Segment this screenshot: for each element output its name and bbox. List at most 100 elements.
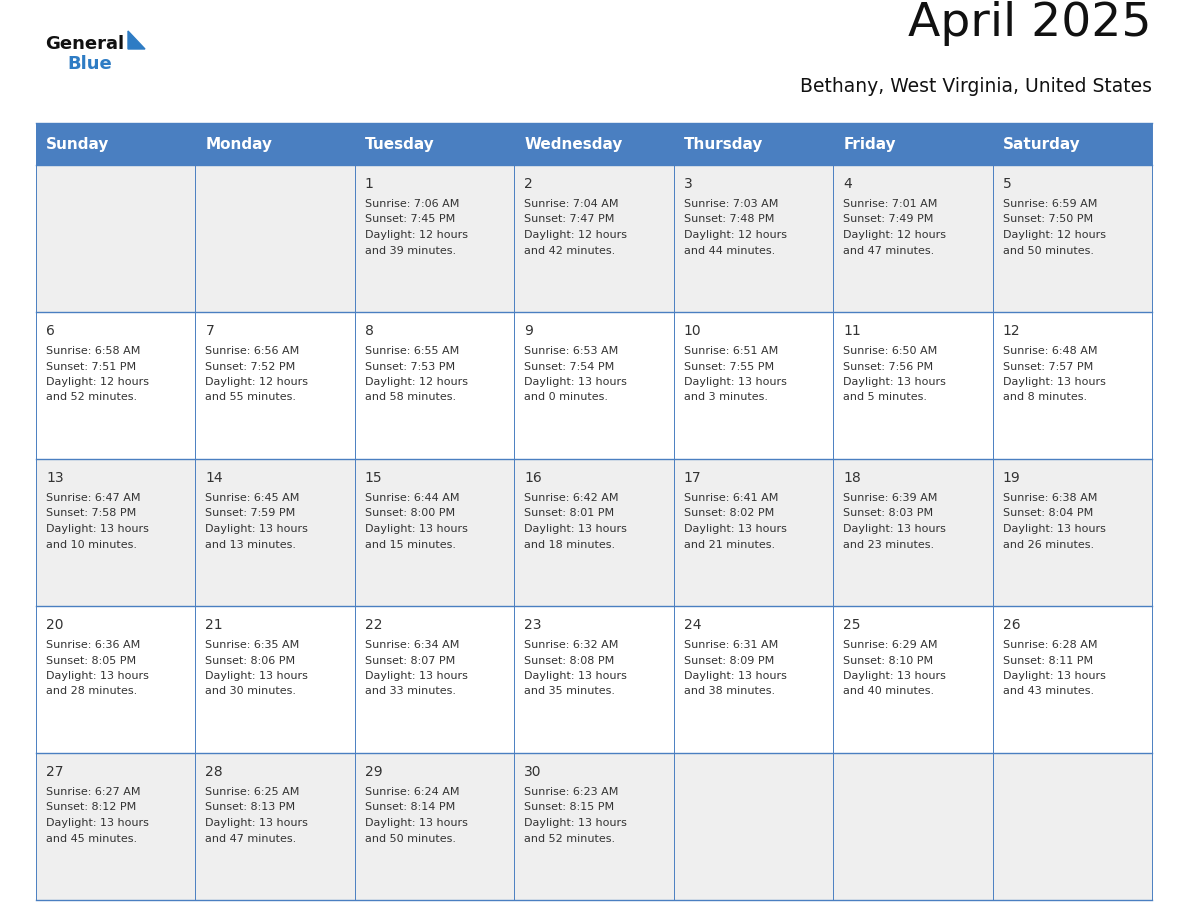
Text: Sunset: 7:45 PM: Sunset: 7:45 PM xyxy=(365,215,455,225)
Text: Sunrise: 6:34 AM: Sunrise: 6:34 AM xyxy=(365,640,460,650)
Text: 9: 9 xyxy=(524,324,533,338)
Text: and 8 minutes.: and 8 minutes. xyxy=(1003,393,1087,402)
Text: Sunrise: 6:23 AM: Sunrise: 6:23 AM xyxy=(524,787,619,797)
Text: and 18 minutes.: and 18 minutes. xyxy=(524,540,615,550)
Text: 26: 26 xyxy=(1003,618,1020,632)
Text: Sunday: Sunday xyxy=(46,137,109,151)
Bar xyxy=(36,165,1152,312)
Text: Blue: Blue xyxy=(67,55,112,73)
Text: Sunrise: 6:36 AM: Sunrise: 6:36 AM xyxy=(46,640,140,650)
Bar xyxy=(36,459,1152,606)
Text: Daylight: 13 hours: Daylight: 13 hours xyxy=(524,524,627,534)
Text: Sunrise: 7:01 AM: Sunrise: 7:01 AM xyxy=(843,199,937,209)
Text: Saturday: Saturday xyxy=(1003,137,1080,151)
Text: Sunrise: 6:48 AM: Sunrise: 6:48 AM xyxy=(1003,346,1097,356)
Text: and 13 minutes.: and 13 minutes. xyxy=(206,540,297,550)
Text: Sunrise: 7:06 AM: Sunrise: 7:06 AM xyxy=(365,199,460,209)
Text: Daylight: 12 hours: Daylight: 12 hours xyxy=(843,230,946,240)
Text: Sunrise: 7:03 AM: Sunrise: 7:03 AM xyxy=(684,199,778,209)
Text: Sunset: 7:58 PM: Sunset: 7:58 PM xyxy=(46,509,137,519)
Text: Sunrise: 6:31 AM: Sunrise: 6:31 AM xyxy=(684,640,778,650)
Text: and 5 minutes.: and 5 minutes. xyxy=(843,393,927,402)
Text: 30: 30 xyxy=(524,765,542,779)
Text: 12: 12 xyxy=(1003,324,1020,338)
Text: and 28 minutes.: and 28 minutes. xyxy=(46,687,138,697)
Text: Sunset: 8:11 PM: Sunset: 8:11 PM xyxy=(1003,655,1093,666)
Text: Sunset: 8:09 PM: Sunset: 8:09 PM xyxy=(684,655,773,666)
Text: Sunset: 7:48 PM: Sunset: 7:48 PM xyxy=(684,215,775,225)
Text: Sunrise: 6:32 AM: Sunrise: 6:32 AM xyxy=(524,640,619,650)
Text: Sunrise: 6:35 AM: Sunrise: 6:35 AM xyxy=(206,640,299,650)
Bar xyxy=(36,312,1152,459)
Text: 27: 27 xyxy=(46,765,63,779)
Text: 13: 13 xyxy=(46,471,64,485)
Text: Sunset: 8:12 PM: Sunset: 8:12 PM xyxy=(46,802,137,812)
Text: 6: 6 xyxy=(46,324,55,338)
Text: Daylight: 13 hours: Daylight: 13 hours xyxy=(1003,377,1106,387)
Text: and 15 minutes.: and 15 minutes. xyxy=(365,540,456,550)
Text: April 2025: April 2025 xyxy=(909,1,1152,46)
Text: and 52 minutes.: and 52 minutes. xyxy=(46,393,137,402)
Text: Sunset: 8:03 PM: Sunset: 8:03 PM xyxy=(843,509,934,519)
Text: and 39 minutes.: and 39 minutes. xyxy=(365,245,456,255)
Text: 15: 15 xyxy=(365,471,383,485)
Text: General: General xyxy=(45,35,124,53)
Text: and 52 minutes.: and 52 minutes. xyxy=(524,834,615,844)
Text: Sunset: 7:47 PM: Sunset: 7:47 PM xyxy=(524,215,614,225)
Text: Daylight: 12 hours: Daylight: 12 hours xyxy=(206,377,309,387)
Text: Daylight: 13 hours: Daylight: 13 hours xyxy=(206,818,309,828)
Text: Daylight: 13 hours: Daylight: 13 hours xyxy=(1003,671,1106,681)
Text: Sunset: 7:50 PM: Sunset: 7:50 PM xyxy=(1003,215,1093,225)
Text: Sunset: 8:02 PM: Sunset: 8:02 PM xyxy=(684,509,773,519)
Text: and 47 minutes.: and 47 minutes. xyxy=(206,834,297,844)
Text: and 55 minutes.: and 55 minutes. xyxy=(206,393,297,402)
Text: Daylight: 13 hours: Daylight: 13 hours xyxy=(206,671,309,681)
Text: Sunset: 8:13 PM: Sunset: 8:13 PM xyxy=(206,802,296,812)
Text: Sunset: 8:06 PM: Sunset: 8:06 PM xyxy=(206,655,296,666)
Text: Sunrise: 6:53 AM: Sunrise: 6:53 AM xyxy=(524,346,619,356)
Text: and 44 minutes.: and 44 minutes. xyxy=(684,245,775,255)
Polygon shape xyxy=(128,31,145,49)
Text: Sunset: 8:15 PM: Sunset: 8:15 PM xyxy=(524,802,614,812)
Text: Sunset: 7:52 PM: Sunset: 7:52 PM xyxy=(206,362,296,372)
Text: Sunrise: 6:29 AM: Sunrise: 6:29 AM xyxy=(843,640,937,650)
Text: 2: 2 xyxy=(524,177,533,191)
Text: Daylight: 13 hours: Daylight: 13 hours xyxy=(524,818,627,828)
Text: Thursday: Thursday xyxy=(684,137,763,151)
Text: 4: 4 xyxy=(843,177,852,191)
Text: Sunrise: 7:04 AM: Sunrise: 7:04 AM xyxy=(524,199,619,209)
Text: Daylight: 12 hours: Daylight: 12 hours xyxy=(524,230,627,240)
Text: Daylight: 13 hours: Daylight: 13 hours xyxy=(843,524,946,534)
Text: Daylight: 13 hours: Daylight: 13 hours xyxy=(365,671,468,681)
Text: 5: 5 xyxy=(1003,177,1011,191)
Text: Sunset: 7:51 PM: Sunset: 7:51 PM xyxy=(46,362,137,372)
Text: and 45 minutes.: and 45 minutes. xyxy=(46,834,137,844)
Text: Monday: Monday xyxy=(206,137,272,151)
Text: Sunset: 7:57 PM: Sunset: 7:57 PM xyxy=(1003,362,1093,372)
Bar xyxy=(36,123,1152,165)
Text: Daylight: 13 hours: Daylight: 13 hours xyxy=(843,377,946,387)
Text: and 3 minutes.: and 3 minutes. xyxy=(684,393,767,402)
Text: 25: 25 xyxy=(843,618,860,632)
Text: 14: 14 xyxy=(206,471,223,485)
Text: Daylight: 12 hours: Daylight: 12 hours xyxy=(46,377,148,387)
Text: Sunrise: 6:56 AM: Sunrise: 6:56 AM xyxy=(206,346,299,356)
Text: and 30 minutes.: and 30 minutes. xyxy=(206,687,297,697)
Text: Sunset: 7:54 PM: Sunset: 7:54 PM xyxy=(524,362,614,372)
Text: Daylight: 13 hours: Daylight: 13 hours xyxy=(46,524,148,534)
Text: Daylight: 13 hours: Daylight: 13 hours xyxy=(365,524,468,534)
Text: Sunset: 8:08 PM: Sunset: 8:08 PM xyxy=(524,655,614,666)
Text: Sunrise: 6:27 AM: Sunrise: 6:27 AM xyxy=(46,787,140,797)
Text: Daylight: 13 hours: Daylight: 13 hours xyxy=(1003,524,1106,534)
Text: Sunrise: 6:45 AM: Sunrise: 6:45 AM xyxy=(206,493,299,503)
Text: Daylight: 12 hours: Daylight: 12 hours xyxy=(684,230,786,240)
Text: 20: 20 xyxy=(46,618,63,632)
Text: Wednesday: Wednesday xyxy=(524,137,623,151)
Text: Sunset: 8:07 PM: Sunset: 8:07 PM xyxy=(365,655,455,666)
Text: and 47 minutes.: and 47 minutes. xyxy=(843,245,935,255)
Text: 24: 24 xyxy=(684,618,701,632)
Text: Sunset: 8:10 PM: Sunset: 8:10 PM xyxy=(843,655,934,666)
Text: Sunrise: 6:47 AM: Sunrise: 6:47 AM xyxy=(46,493,140,503)
Text: and 0 minutes.: and 0 minutes. xyxy=(524,393,608,402)
Text: Sunrise: 6:44 AM: Sunrise: 6:44 AM xyxy=(365,493,460,503)
